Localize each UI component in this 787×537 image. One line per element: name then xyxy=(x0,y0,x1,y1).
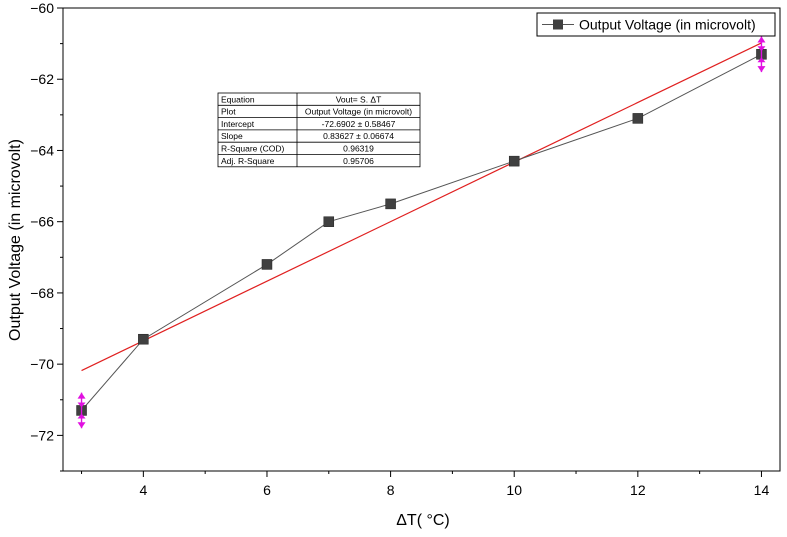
error-bar xyxy=(77,392,86,429)
data-point xyxy=(323,216,335,227)
stats-row-label: Adj. R-Square xyxy=(221,156,275,166)
y-tick-label: −62 xyxy=(30,71,54,87)
data-point xyxy=(385,198,396,210)
error-bar-inner-bottom xyxy=(757,57,766,63)
x-tick-label: 8 xyxy=(387,482,395,498)
y-tick-label: −72 xyxy=(30,427,54,443)
error-bar-inner-bottom xyxy=(77,413,86,419)
axis-layer: 4 6 8 10 12 14 −72 −70 −68 −66 −64 −62 −60 xyxy=(30,0,769,498)
data-point xyxy=(138,333,149,345)
y-tick-label: −70 xyxy=(30,356,54,372)
stats-row-value: Output Voltage (in microvolt) xyxy=(305,107,412,117)
stats-row-label: Equation xyxy=(221,94,255,104)
stats-row-value: 0.83627 ± 0.06674 xyxy=(323,131,394,141)
stats-row-value: 0.95706 xyxy=(343,156,374,166)
error-bar-cap-bottom xyxy=(757,66,766,73)
error-bar-layer xyxy=(77,36,766,429)
stats-row-label: Slope xyxy=(221,131,243,141)
y-tick-label: −66 xyxy=(30,214,54,230)
stats-row-value: Vout= S. ΔT xyxy=(336,94,382,104)
data-point xyxy=(508,155,520,167)
error-bar-cap-top xyxy=(757,36,766,43)
stats-table: Equation Vout= S. ΔT Plot Output Voltage (i… xyxy=(217,92,421,168)
fit-line xyxy=(81,42,762,372)
stats-row-label: Intercept xyxy=(221,119,255,129)
x-tick-label: 14 xyxy=(754,482,770,498)
error-bar-inner-top xyxy=(77,402,86,408)
error-bar-cap-top xyxy=(77,392,86,399)
stats-row-value: 0.96319 xyxy=(343,144,374,154)
y-tick-label: −68 xyxy=(30,285,54,301)
fit-line-layer xyxy=(81,42,762,372)
legend-frame xyxy=(536,12,776,37)
x-tick-label: 12 xyxy=(630,482,646,498)
x-tick-label: 6 xyxy=(263,482,271,498)
legend: Output Voltage (in microvolt) xyxy=(536,12,776,37)
stats-row-label: R-Square (COD) xyxy=(221,144,284,154)
y-tick-label: −64 xyxy=(30,142,54,158)
series-layer xyxy=(76,49,767,416)
x-axis-title: ΔT( °C) xyxy=(396,512,450,529)
error-bar-cap-bottom xyxy=(77,422,86,429)
series-line xyxy=(81,53,762,411)
data-point xyxy=(261,259,273,270)
x-tick-label: 4 xyxy=(139,482,147,498)
y-tick-label: −60 xyxy=(30,0,54,16)
legend-marker xyxy=(553,19,563,30)
error-bar-inner-top xyxy=(757,46,766,52)
stats-row-label: Plot xyxy=(221,107,236,117)
stats-row-value: -72.6902 ± 0.58467 xyxy=(322,119,396,129)
x-tick-label: 10 xyxy=(506,482,522,498)
error-bar xyxy=(757,36,766,73)
y-axis-title: Output Voltage (in microvolt) xyxy=(7,139,24,341)
plot-frame xyxy=(62,7,781,472)
data-point xyxy=(632,113,644,124)
legend-label: Output Voltage (in microvolt) xyxy=(579,17,756,33)
plot-layer xyxy=(62,7,781,472)
